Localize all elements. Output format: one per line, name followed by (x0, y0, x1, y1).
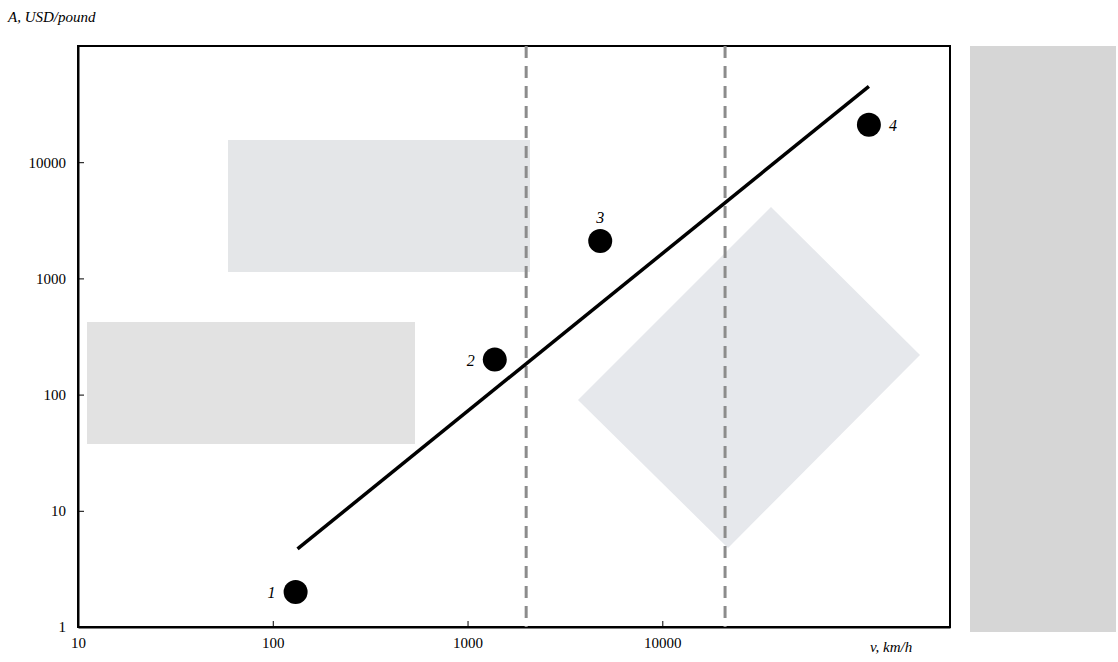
plot-frame (78, 46, 950, 627)
reference-line (525, 46, 528, 627)
photo-rocket (970, 46, 1116, 632)
point-labels: 1 2 3 4 (268, 117, 897, 601)
x-tick-label: 10 (71, 635, 86, 651)
y-tick: 1000 (36, 271, 84, 287)
y-tick: 10 (51, 503, 84, 519)
y-tick: 1 (59, 619, 85, 635)
x-tick-mark (468, 621, 469, 627)
y-tick-mark (78, 278, 84, 279)
y-tick-mark (78, 511, 84, 512)
y-tick-label: 1000 (36, 271, 66, 287)
x-tick-label: 1000 (453, 635, 483, 651)
y-axis: 1 10 100 1000 10000 (29, 47, 85, 636)
data-point (857, 113, 881, 137)
y-tick-label: 10 (51, 503, 66, 519)
point-label: 2 (467, 352, 475, 369)
photo-car (87, 322, 415, 444)
y-tick: 100 (44, 387, 85, 403)
y-tick: 10000 (29, 155, 85, 171)
point-label: 3 (595, 209, 604, 226)
point-label: 1 (268, 584, 276, 601)
photos (87, 140, 920, 548)
y-axis-title: A, USD/pound (7, 9, 96, 25)
y-tick-label: 100 (44, 387, 67, 403)
x-tick: 1000 (453, 621, 483, 651)
x-tick-mark (662, 621, 663, 627)
data-point (588, 229, 612, 253)
photo-airliner (228, 140, 530, 272)
x-axis: 10 100 1000 10000 (71, 621, 951, 651)
chart: 101001000100001101001000100001234A, USD/… (0, 0, 1118, 662)
x-axis-line (79, 627, 951, 629)
y-tick-label: 1 (59, 619, 67, 635)
y-tick-mark (78, 627, 84, 628)
x-tick-label: 10000 (644, 635, 682, 651)
photo-fighter (578, 207, 920, 548)
x-axis-title: v, km/h (870, 639, 912, 655)
y-tick-label: 10000 (29, 155, 67, 171)
reference-line (724, 46, 727, 627)
x-tick: 10000 (644, 621, 682, 651)
x-tick-mark (273, 621, 274, 627)
x-tick-label: 100 (262, 635, 285, 651)
trend-line (298, 86, 869, 549)
y-axis-line (78, 47, 80, 628)
data-point (483, 348, 507, 372)
plot-marks (284, 46, 881, 627)
y-tick-mark (78, 395, 84, 396)
data-point (284, 580, 308, 604)
x-tick: 100 (262, 621, 285, 651)
point-label: 4 (889, 117, 897, 134)
y-tick-mark (78, 162, 84, 163)
